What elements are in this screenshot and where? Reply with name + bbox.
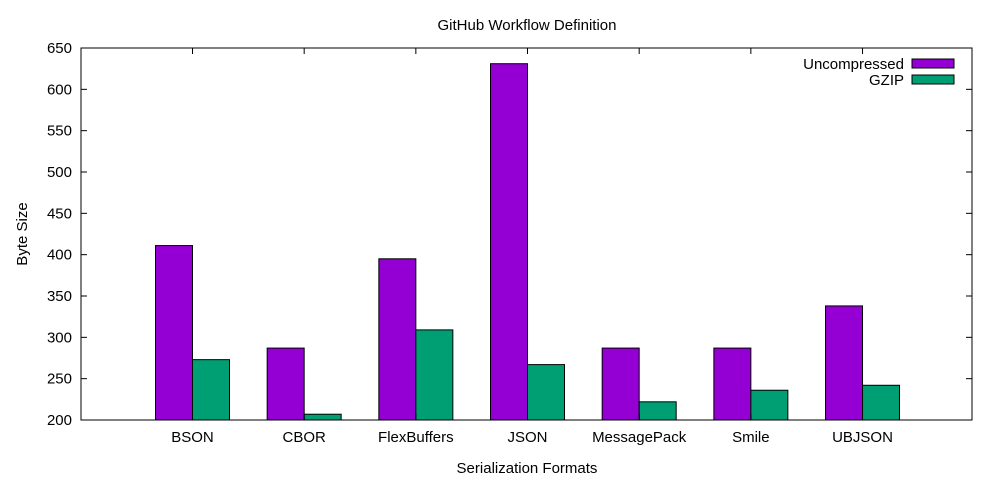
bar-gzip-json: [527, 364, 566, 421]
bar-gzip-flexbuffers: [415, 329, 454, 421]
bar-gzip-ubjson: [862, 384, 901, 421]
x-tick-label: BSON: [171, 429, 214, 446]
bar-uncompressed-bson: [155, 245, 193, 421]
legend-swatch: [911, 74, 955, 85]
y-tick-label: 550: [47, 123, 72, 140]
bars-group: [155, 63, 901, 421]
bar-gzip-smile: [750, 389, 789, 421]
bar-gzip-messagepack: [638, 401, 677, 421]
chart-title: GitHub Workflow Definition: [438, 17, 617, 34]
y-axis-label: Byte Size: [14, 202, 31, 265]
bar-uncompressed-flexbuffers: [378, 258, 417, 421]
y-tick-label: 200: [47, 412, 72, 429]
y-ticks-group: 200 250 300 350 400 450 500 550 600 650: [47, 40, 972, 429]
x-tick-label: FlexBuffers: [378, 429, 454, 446]
x-tick-label: JSON: [508, 429, 548, 446]
bar-gzip-bson: [192, 359, 230, 421]
y-tick-label: 400: [47, 247, 72, 264]
bar-uncompressed-json: [490, 63, 529, 421]
x-tick-label: MessagePack: [592, 429, 687, 446]
bar-uncompressed-cbor: [266, 347, 305, 421]
x-tick-label: CBOR: [282, 429, 326, 446]
legend-label: Uncompressed: [803, 56, 904, 73]
y-tick-label: 250: [47, 371, 72, 388]
y-tick-label: 650: [47, 40, 72, 57]
x-axis-label: Serialization Formats: [457, 460, 598, 477]
y-tick-label: 600: [47, 81, 72, 98]
bar-uncompressed-smile: [713, 347, 752, 421]
y-tick-label: 300: [47, 329, 72, 346]
x-ticks-group: BSON CBOR FlexBuffers JSON MessagePack Smile U…: [171, 48, 893, 446]
x-tick-label: Smile: [732, 429, 770, 446]
y-tick-label: 500: [47, 164, 72, 181]
bar-uncompressed-messagepack: [601, 347, 640, 421]
legend-label: GZIP: [869, 72, 904, 89]
bar-uncompressed-ubjson: [825, 305, 864, 421]
bar-gzip-cbor: [303, 413, 342, 421]
x-tick-label: UBJSON: [832, 429, 893, 446]
legend-swatch: [911, 58, 955, 69]
y-tick-label: 350: [47, 288, 72, 305]
plot-frame: [80, 47, 973, 421]
y-tick-label: 450: [47, 205, 72, 222]
